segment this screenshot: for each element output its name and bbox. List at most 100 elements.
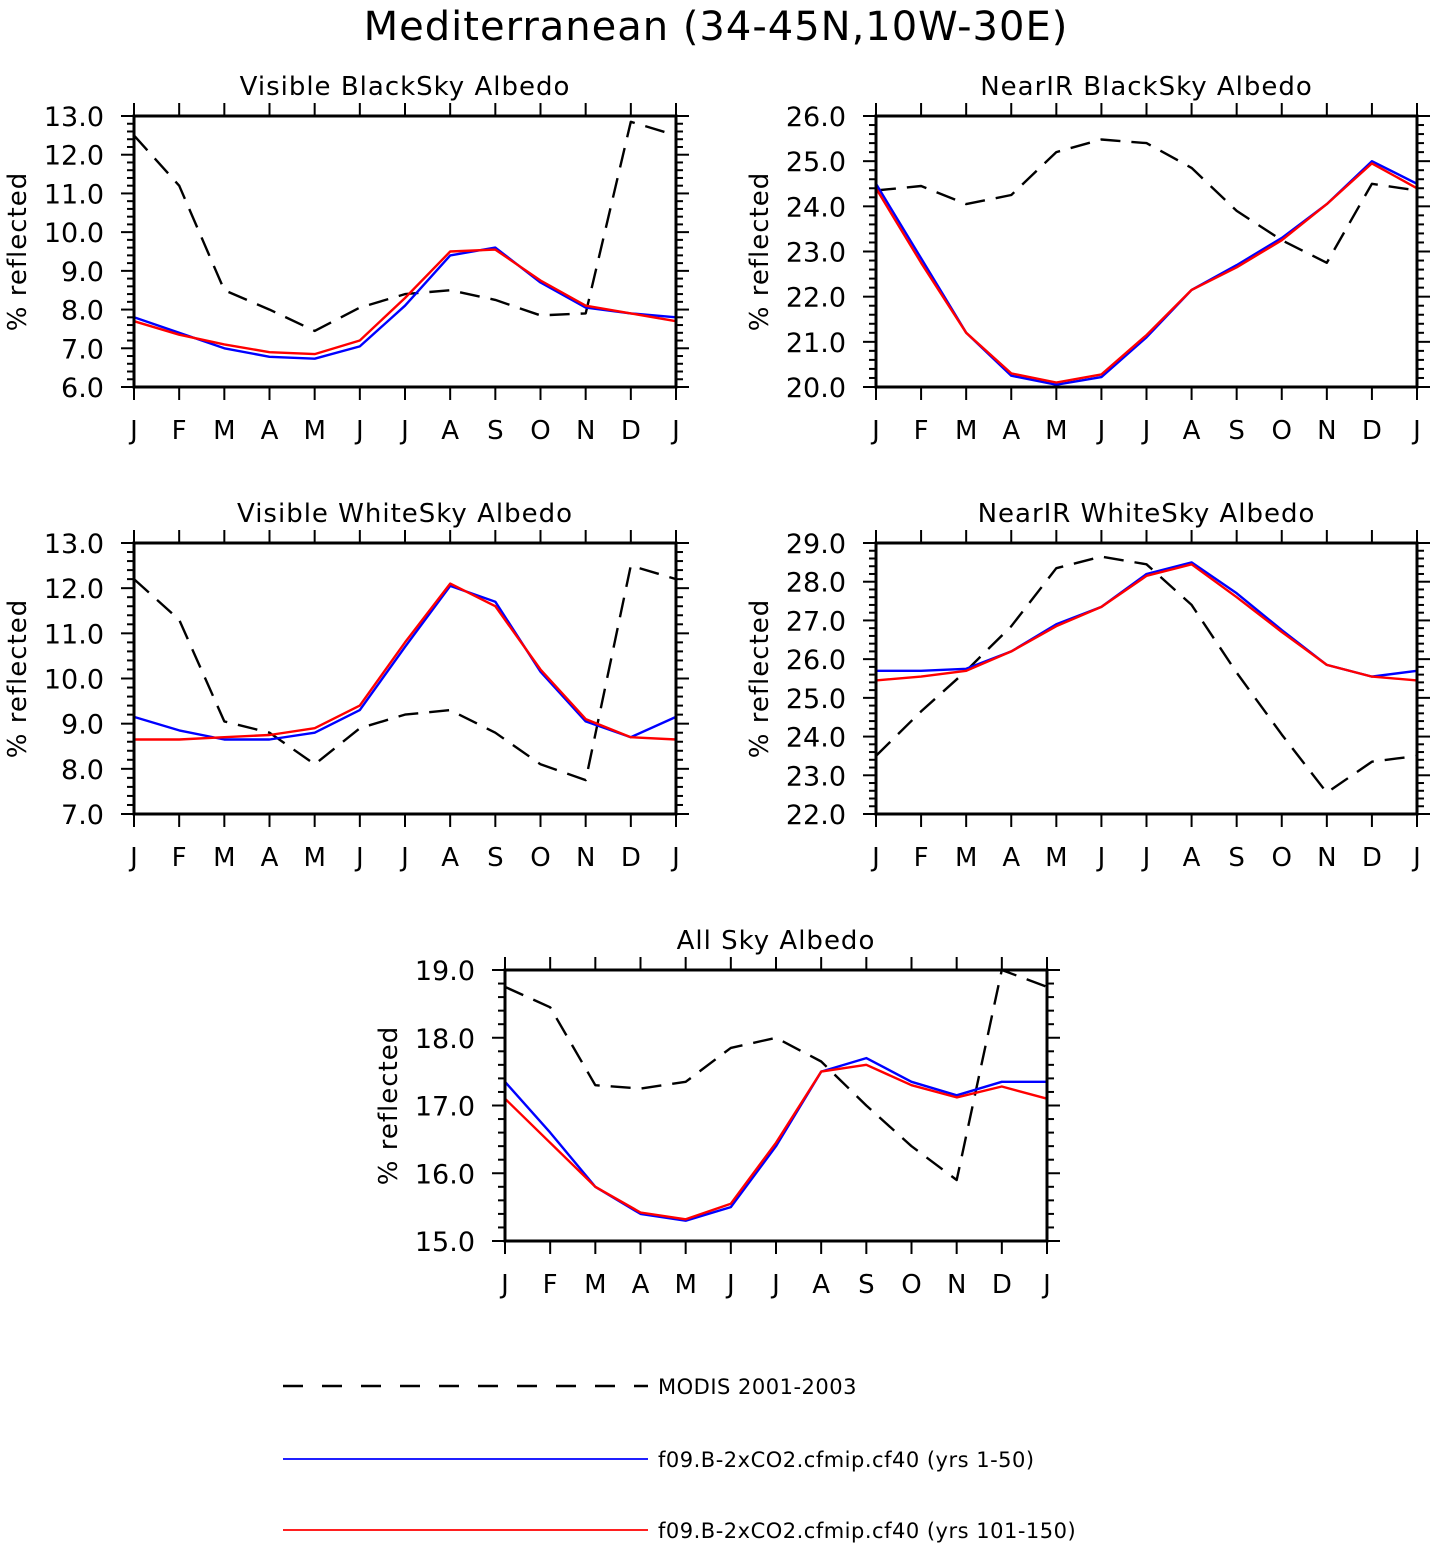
x-tick-label: A [1002,416,1020,446]
chart-panel-3: Visible WhiteSky Albedo % reflected 7.0 8.0… [3,499,689,873]
y-tick-label: 9.0 [61,257,104,288]
x-tick-label: F [914,843,929,873]
y-tick-label: 17.0 [415,1092,475,1123]
chart-panel-2: NearIR BlackSky Albedo % reflected 20.0 21.… [745,72,1430,446]
x-tick-label: F [172,843,187,873]
axis-ticks [863,103,1430,400]
x-tick-label: J [770,1270,780,1300]
y-tick-label: 7.0 [61,800,104,831]
series-line-3 [134,582,677,741]
x-tick-label: J [128,416,138,446]
y-tick-label: 26.0 [786,102,846,133]
y-axis-label: % reflected [745,172,775,331]
y-tick-label: 22.0 [786,283,846,314]
y-axis-label: % reflected [374,1026,404,1185]
series-line-1 [504,968,1048,1182]
legend-label-2: f09.B-2xCO2.cfmip.cf40 (yrs 1-50) [658,1448,1035,1472]
y-tick-label: 13.0 [44,529,104,560]
y-tick-label: 19.0 [415,956,475,987]
y-tick-label: 24.0 [786,723,846,754]
panel-title: All Sky Albedo [677,926,876,956]
y-tick-label: 23.0 [786,238,846,269]
chart-panels: Visible BlackSky Albedo % reflected 6.0 7.0… [3,72,1430,1300]
x-tick-label: J [399,843,409,873]
series-line-3 [133,248,677,356]
x-tick-label: J [870,416,880,446]
axis-ticks [121,103,689,400]
x-tick-label: M [674,1270,696,1300]
x-tick-label: S [487,843,504,873]
y-tick-label: 9.0 [61,710,104,741]
chart-panel-4: NearIR WhiteSky Albedo % reflected 22.0 23.… [745,499,1430,873]
x-tick-label: S [1228,416,1245,446]
x-tick-label: F [172,416,187,446]
x-tick-label: J [670,416,680,446]
figure-title: Mediterranean (34-45N,10W-30E) [364,4,1069,50]
x-tick-label: A [1183,843,1201,873]
plot-frame [132,114,678,389]
x-tick-label: A [441,416,459,446]
y-axis-label: % reflected [3,599,33,758]
x-tick-label: J [1411,843,1421,873]
x-tick-label: S [487,416,504,446]
y-axis-label: % reflected [745,599,775,758]
y-tick-label: 10.0 [44,665,104,696]
y-axis-label: % reflected [3,172,33,331]
x-tick-label: J [870,843,880,873]
y-tick-label: 29.0 [786,529,846,560]
series-line-2 [876,561,1418,678]
y-tick-label: 7.0 [61,334,104,365]
y-tick-label: 25.0 [786,147,846,178]
y-tick-label: 26.0 [786,645,846,676]
x-tick-label: N [576,416,595,446]
y-tick-label: 16.0 [415,1159,475,1190]
y-tick-label: 15.0 [415,1227,475,1258]
x-tick-label: M [584,1270,606,1300]
y-tick-label: 18.0 [415,1024,475,1055]
chart-panel-5: All Sky Albedo % reflected 15.0 16.0 17.0 18.… [374,926,1060,1300]
x-tick-label: M [1045,843,1067,873]
series-line-2 [133,584,677,741]
panel-title: NearIR WhiteSky Albedo [978,499,1316,529]
x-tick-label: J [1141,416,1151,446]
panel-title: NearIR BlackSky Albedo [980,72,1313,102]
y-tick-label: 28.0 [786,568,846,599]
x-tick-label: A [261,416,279,446]
x-tick-label: M [213,843,235,873]
x-tick-label: M [303,843,325,873]
x-tick-label: J [725,1270,735,1300]
y-tick-label: 8.0 [61,296,104,327]
x-tick-label: M [955,416,977,446]
axis-ticks [492,957,1060,1254]
y-tick-label: 11.0 [44,619,104,650]
x-tick-label: S [1228,843,1245,873]
panel-title: Visible BlackSky Albedo [240,72,571,102]
panel-title: Visible WhiteSky Albedo [237,499,573,529]
y-tick-label: 27.0 [786,606,846,637]
x-tick-label: A [632,1270,650,1300]
x-tick-label: M [955,843,977,873]
x-tick-label: D [1362,416,1382,446]
x-tick-label: O [530,843,550,873]
series-line-2 [133,246,677,360]
x-tick-label: J [1141,843,1151,873]
x-tick-label: M [1045,416,1067,446]
series-line-3 [504,1063,1048,1221]
series-line-1 [875,138,1418,264]
y-tick-label: 22.0 [786,800,846,831]
x-tick-label: D [621,843,641,873]
x-tick-label: J [1096,843,1106,873]
chart-panel-1: Visible BlackSky Albedo % reflected 6.0 7.0… [3,72,689,446]
x-tick-label: A [261,843,279,873]
series-line-1 [133,564,677,782]
x-tick-label: J [128,843,138,873]
plot-frame [503,968,1049,1243]
series-line-3 [874,162,1418,384]
x-tick-label: D [1362,843,1382,873]
x-tick-label: D [992,1270,1012,1300]
x-tick-label: A [441,843,459,873]
y-tick-label: 21.0 [786,328,846,359]
y-tick-label: 11.0 [44,179,104,210]
legend-label-1: MODIS 2001-2003 [658,1375,857,1399]
